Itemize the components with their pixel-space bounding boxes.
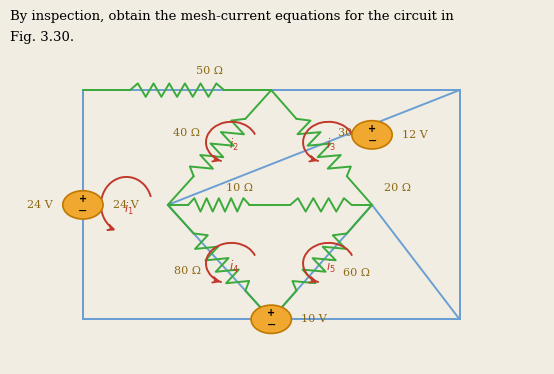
Text: +: +	[267, 308, 275, 318]
Text: $i_2$: $i_2$	[229, 137, 239, 153]
Circle shape	[251, 305, 291, 334]
Text: 40 Ω: 40 Ω	[173, 128, 200, 138]
Text: 24 V: 24 V	[112, 200, 138, 210]
Text: −: −	[266, 320, 276, 330]
Text: 80 Ω: 80 Ω	[174, 266, 201, 276]
Text: Fig. 3.30.: Fig. 3.30.	[10, 31, 74, 43]
Circle shape	[352, 121, 392, 149]
Text: $i_1$: $i_1$	[124, 201, 134, 217]
Circle shape	[63, 191, 103, 219]
Text: $i_4$: $i_4$	[229, 258, 239, 275]
Text: 10 Ω: 10 Ω	[226, 183, 253, 193]
Text: $i_5$: $i_5$	[326, 258, 336, 275]
Text: By inspection, obtain the mesh-current equations for the circuit in: By inspection, obtain the mesh-current e…	[10, 10, 454, 23]
Text: 12 V: 12 V	[402, 130, 428, 140]
Text: +: +	[79, 194, 87, 204]
Text: +: +	[368, 124, 376, 134]
Text: 50 Ω: 50 Ω	[196, 67, 223, 77]
Text: 30 Ω: 30 Ω	[338, 128, 366, 138]
Text: 24 V: 24 V	[28, 200, 53, 210]
Text: $i_3$: $i_3$	[326, 137, 336, 153]
Text: 60 Ω: 60 Ω	[342, 268, 370, 278]
Text: −: −	[78, 206, 88, 216]
Text: 10 V: 10 V	[301, 314, 327, 324]
Text: −: −	[367, 136, 377, 146]
Text: 20 Ω: 20 Ω	[384, 183, 411, 193]
